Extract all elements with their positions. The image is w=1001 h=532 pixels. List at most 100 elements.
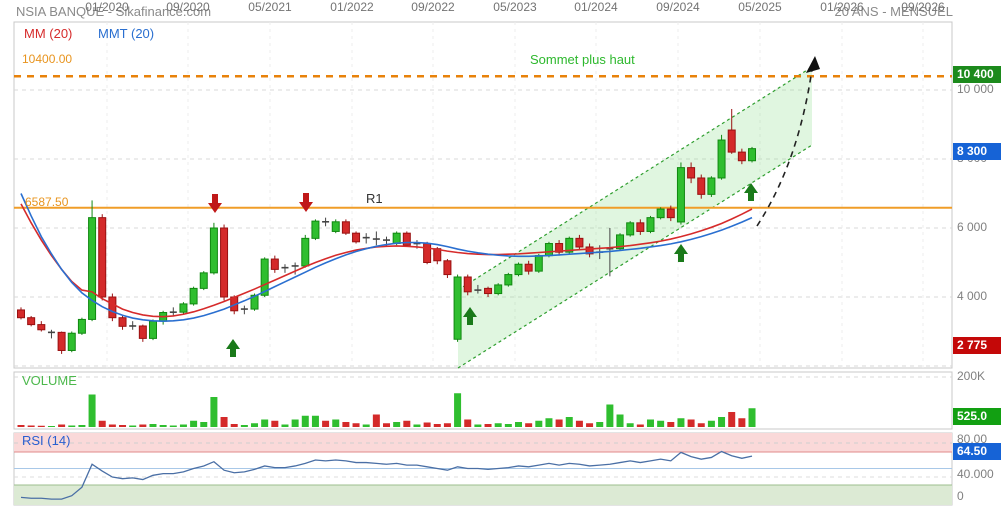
time-tick-label: 09/2022 (411, 0, 455, 14)
trend-channel-upper (457, 66, 813, 291)
volume-bar (525, 423, 533, 427)
candle-body (98, 217, 107, 298)
volume-bar (484, 424, 492, 427)
volume-bar (646, 419, 654, 427)
time-tick-label: 01/2020 (85, 0, 129, 14)
candle-body (687, 167, 696, 179)
volume-panel-label: VOLUME (22, 373, 77, 388)
resistance-top-value-label: 10400.00 (22, 52, 73, 66)
candle-body (250, 294, 259, 310)
candle-body (67, 332, 76, 351)
candle-body (697, 177, 706, 195)
volume-tick-label: 200K (957, 369, 986, 383)
trend-channel-lower (457, 144, 813, 369)
volume-bar (383, 423, 391, 427)
candle-body (646, 217, 655, 232)
volume-bar (108, 424, 116, 427)
volume-bar (362, 424, 370, 427)
candle-body (341, 221, 350, 234)
volume-bar (504, 424, 512, 427)
candle-body (423, 243, 432, 263)
volume-bar (159, 425, 167, 427)
candle-body (17, 309, 25, 319)
price-badge: 2 775 (953, 337, 1001, 354)
volume-bar (606, 404, 614, 427)
volume-bar (169, 425, 177, 427)
volume-bar (687, 419, 695, 427)
volume-bar (545, 418, 553, 427)
volume-bar (261, 419, 269, 427)
volume-bar (616, 414, 624, 427)
candle-body (199, 272, 208, 289)
volume-bar (68, 425, 76, 427)
candle-body (717, 139, 726, 179)
volume-bar (322, 420, 330, 427)
time-tick-label: 01/2022 (330, 0, 374, 14)
rsi-line (20, 450, 753, 500)
candle-body (443, 260, 452, 276)
time-tick-label: 01/2024 (574, 0, 618, 14)
candle-body (148, 320, 157, 339)
candle-body (676, 167, 685, 223)
candle-body (453, 276, 462, 340)
sell-arrow-icon (208, 194, 222, 213)
buy-arrow-icon (463, 307, 477, 325)
time-tick-label: 09/2020 (166, 0, 210, 14)
mmt20-line (20, 193, 753, 322)
volume-bar (454, 393, 462, 427)
candle-body (88, 217, 97, 320)
volume-bar (200, 422, 208, 427)
candle-body (494, 284, 503, 295)
volume-bar (37, 425, 45, 427)
candle-body (565, 237, 574, 253)
candle-body (656, 208, 665, 219)
time-tick-label: 09/2024 (656, 0, 700, 14)
time-tick-label: 01/2026 (820, 0, 864, 14)
volume-bar (47, 426, 55, 427)
indicator-legend: MM (20) MMT (20) (24, 26, 176, 41)
volume-bar (514, 422, 522, 427)
volume-bar (179, 424, 187, 427)
rsi-panel-label: RSI (14) (22, 433, 71, 448)
volume-bar (210, 397, 218, 427)
candle-body (392, 232, 401, 245)
candle-body (575, 237, 584, 248)
candle-body (57, 331, 66, 351)
volume-bar (433, 424, 441, 427)
time-tick-label: 05/2023 (493, 0, 537, 14)
candle-body (484, 287, 493, 295)
candle-body (220, 227, 229, 298)
volume-bar (464, 419, 472, 427)
price-tick-label: 6 000 (957, 220, 988, 234)
r1-value-label: 6587.50 (25, 195, 69, 209)
legend-mm[interactable]: MM (20) (24, 26, 73, 41)
volume-bar (555, 419, 563, 427)
price-badge: 64.50 (953, 443, 1001, 460)
volume-bar (78, 425, 86, 427)
volume-bar (190, 420, 198, 427)
price-tick-label: 4 000 (957, 289, 988, 303)
candle-body (636, 222, 645, 232)
volume-bar (393, 422, 401, 427)
candle-body (189, 287, 198, 305)
volume-bar (139, 424, 147, 427)
main-panel-frame (13, 21, 953, 369)
volume-bar (301, 415, 309, 427)
candle-body (108, 296, 117, 319)
candle-body (748, 148, 757, 162)
volume-bar (728, 412, 736, 427)
volume-bar (697, 423, 705, 427)
candle-body (37, 324, 46, 331)
projection-arrow-head-icon (806, 56, 820, 73)
trend-channel-fill (458, 67, 812, 368)
candle-body (626, 222, 635, 236)
sommet-plus-haut-label: Sommet plus haut (530, 52, 635, 67)
candle-body (77, 318, 86, 334)
volume-bar (311, 415, 319, 427)
volume-bar (535, 420, 543, 427)
legend-mmt[interactable]: MMT (20) (98, 26, 155, 41)
volume-bar (413, 424, 421, 427)
rsi-tick-label: 0 (957, 489, 964, 503)
volume-bar (352, 423, 360, 427)
